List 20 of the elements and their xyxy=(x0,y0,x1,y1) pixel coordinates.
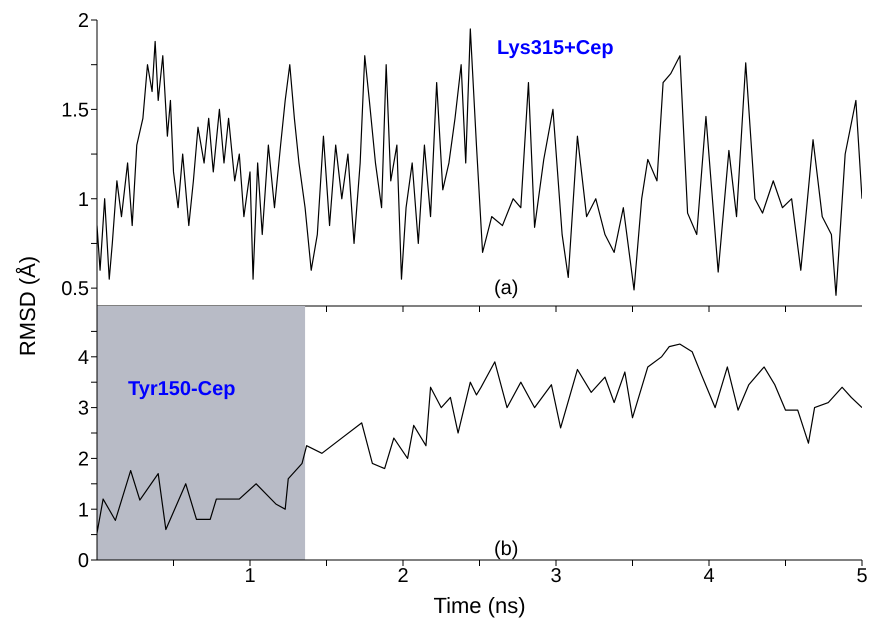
x-tick-label: 5 xyxy=(856,565,868,588)
y-tick-label: 1 xyxy=(78,188,89,211)
y-tick-label: 1.5 xyxy=(61,99,89,122)
x-tick-label: 3 xyxy=(550,565,562,588)
y-tick-label: 3 xyxy=(78,398,89,420)
x-tick-label: 1 xyxy=(244,565,256,588)
y-axis-title: RMSD (Å) xyxy=(15,256,41,356)
x-tick-label: 2 xyxy=(397,565,409,588)
y-tick-label: 0.5 xyxy=(61,278,89,300)
y-tick-label: 0 xyxy=(78,550,89,572)
annotation: (a) xyxy=(494,277,518,300)
y-tick-label: 2 xyxy=(78,448,89,470)
y-tick-label: 1 xyxy=(78,499,89,522)
annotation: Tyr150-Cep xyxy=(128,378,236,401)
x-tick-label: 4 xyxy=(703,565,715,588)
y-tick-label: 2 xyxy=(78,10,89,32)
annotation: (b) xyxy=(494,538,518,561)
annotation: Lys315+Cep xyxy=(497,37,614,60)
x-axis-title: Time (ns) xyxy=(433,593,526,618)
y-tick-label: 4 xyxy=(78,346,89,369)
